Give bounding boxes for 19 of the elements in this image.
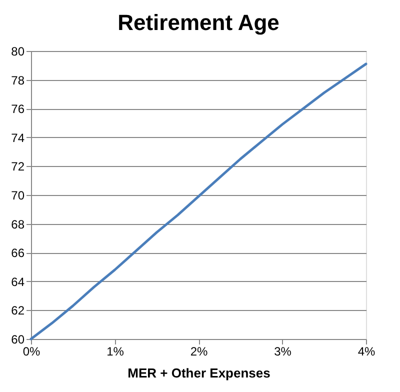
x-tick-label: 3% <box>274 344 292 358</box>
x-axis-title: MER + Other Expenses <box>128 366 270 380</box>
y-tick-label: 64 <box>11 274 25 289</box>
y-tick-label: 68 <box>11 217 25 232</box>
x-tick-label: 2% <box>190 344 208 358</box>
y-tick-label: 76 <box>11 102 25 116</box>
y-tick-label: 74 <box>11 130 25 145</box>
y-tick-label: 78 <box>11 73 25 88</box>
line-series <box>30 62 368 340</box>
y-tick-label: 62 <box>11 304 25 318</box>
y-tick-label: 72 <box>11 160 25 174</box>
y-tick-label: 60 <box>11 332 25 346</box>
x-tick-label: 0% <box>22 344 40 358</box>
y-tick-label: 80 <box>11 44 25 58</box>
chart-title: Retirement Age <box>118 10 280 35</box>
y-tick-label: 70 <box>11 188 25 202</box>
x-tick-label: 1% <box>106 344 124 358</box>
x-tick-label: 4% <box>358 344 376 358</box>
y-tick-label: 66 <box>11 246 25 260</box>
